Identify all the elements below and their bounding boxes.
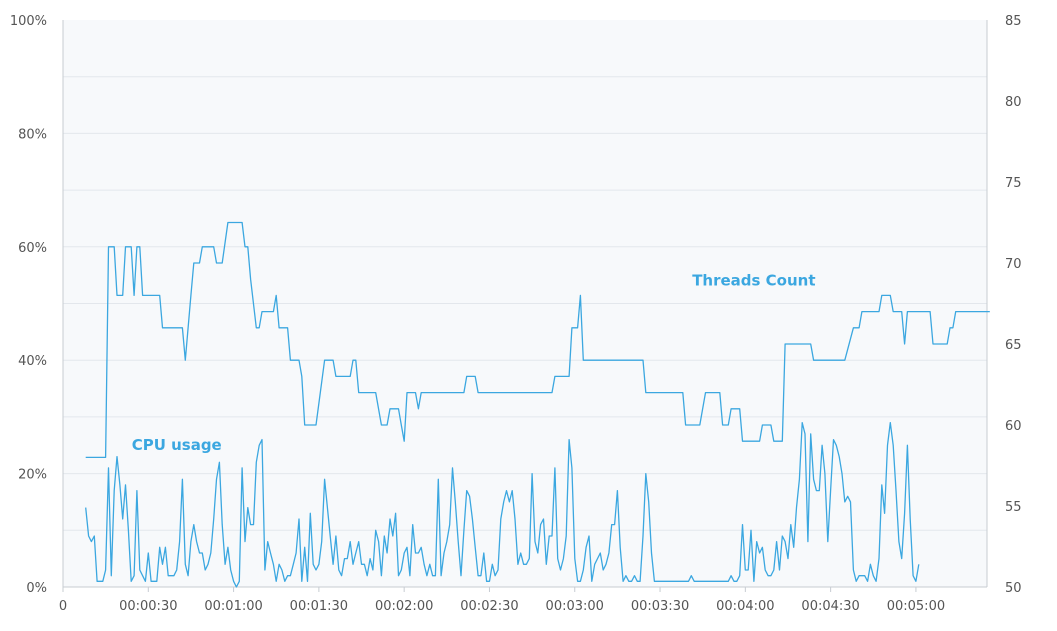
threads-count-label: Threads Count: [692, 272, 815, 290]
x-tick-label: 00:03:00: [546, 599, 604, 614]
right-y-tick-label: 50: [1005, 581, 1022, 596]
x-tick-label: 00:05:00: [887, 599, 945, 614]
axes: [62, 20, 988, 588]
right-y-tick-label: 65: [1005, 338, 1022, 353]
series-lines: [85, 221, 990, 588]
x-axis-ticks: 0 00:00:30 00:01:00 00:01:30 00:02:00 00:02:3…: [59, 587, 945, 614]
cpu-usage-line: [85, 421, 920, 588]
x-tick-label: 0: [59, 599, 67, 614]
left-y-tick-label: 20%: [18, 468, 47, 483]
x-tick-label: 00:04:30: [801, 599, 859, 614]
left-y-tick-label: 40%: [18, 354, 47, 369]
series-labels: Threads Count CPU usage: [132, 272, 816, 454]
right-y-tick-label: 75: [1005, 176, 1022, 191]
x-tick-label: 00:03:30: [631, 599, 689, 614]
threads-count-line: [85, 221, 990, 459]
right-y-tick-label: 55: [1005, 500, 1022, 515]
x-tick-label: 00:04:00: [716, 599, 774, 614]
x-tick-label: 00:02:30: [460, 599, 518, 614]
left-y-tick-label: 100%: [10, 14, 47, 29]
cpu-usage-label: CPU usage: [132, 436, 222, 454]
x-tick-label: 00:01:30: [290, 599, 348, 614]
right-y-tick-label: 85: [1005, 14, 1022, 29]
gridlines: [63, 76, 987, 531]
right-y-tick-label: 60: [1005, 419, 1022, 434]
right-y-tick-label: 70: [1005, 257, 1022, 272]
right-y-axis-ticks: 50 55 60 65 70 75 80 85: [1005, 14, 1022, 596]
x-tick-label: 00:01:00: [204, 599, 262, 614]
left-y-tick-label: 60%: [18, 241, 47, 256]
x-tick-label: 00:00:30: [119, 599, 177, 614]
right-y-tick-label: 80: [1005, 95, 1022, 110]
left-y-tick-label: 80%: [18, 127, 47, 142]
left-y-tick-label: 0%: [26, 581, 47, 596]
left-y-axis-ticks: 0% 20% 40% 60% 80% 100%: [10, 14, 47, 596]
x-tick-label: 00:02:00: [375, 599, 433, 614]
